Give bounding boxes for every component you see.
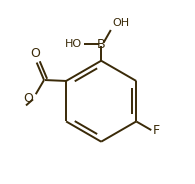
Text: B: B [97,38,105,51]
Text: F: F [153,124,160,137]
Text: OH: OH [113,18,130,28]
Text: O: O [30,47,40,60]
Text: HO: HO [65,39,82,49]
Text: O: O [23,92,33,105]
